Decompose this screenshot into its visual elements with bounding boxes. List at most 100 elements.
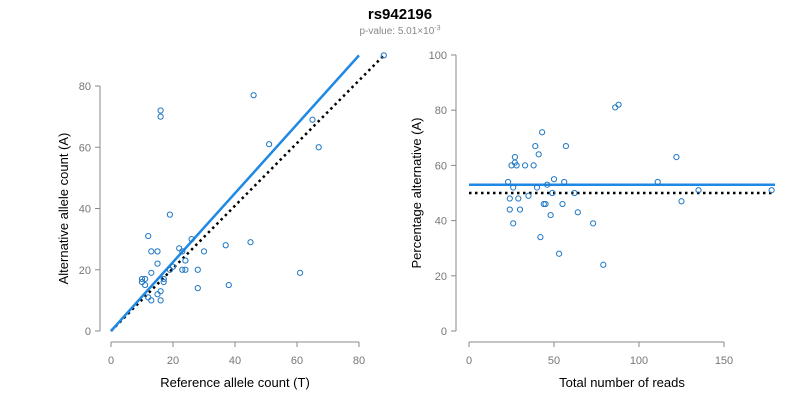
data-point — [166, 211, 173, 218]
x-axis-label: Total number of reads — [559, 375, 685, 390]
data-point — [247, 239, 254, 246]
data-point — [142, 281, 149, 289]
p-value-exponent: -3 — [434, 25, 440, 32]
data-point — [160, 278, 167, 286]
data-point — [154, 291, 161, 298]
data-point — [176, 245, 183, 252]
data-point — [561, 178, 568, 186]
data-point — [562, 142, 570, 150]
data-point — [510, 184, 517, 191]
data-point — [182, 257, 189, 264]
data-point — [695, 187, 702, 194]
data-point — [612, 104, 619, 111]
data-point — [148, 269, 155, 276]
data-point — [309, 116, 316, 123]
data-point — [297, 269, 304, 276]
data-point — [154, 260, 161, 267]
data-point — [540, 200, 547, 208]
reference-line — [110, 54, 385, 332]
figure-title: rs942196 — [368, 6, 432, 23]
right-scatter-panel: 0 50 100 150 0 20 40 60 80 100 Total number of rea… — [409, 50, 775, 390]
data-point — [559, 200, 566, 208]
y-tick-label: 60 — [79, 142, 91, 154]
data-point — [515, 195, 522, 202]
data-point — [654, 178, 661, 186]
data-point — [574, 209, 581, 216]
data-point — [547, 211, 554, 219]
data-point — [506, 206, 513, 213]
data-point — [768, 187, 775, 194]
data-point — [505, 178, 512, 186]
data-point — [250, 92, 257, 99]
data-point — [188, 236, 195, 243]
data-point — [673, 154, 680, 161]
data-point — [157, 288, 164, 295]
y-axis-label: Percentage alternative (A) — [409, 117, 424, 268]
data-point — [549, 189, 556, 197]
data-point — [600, 261, 607, 268]
data-point — [145, 294, 152, 301]
left-scatter-panel: 0 20 40 60 80 0 20 40 60 80 Reference allele count… — [56, 52, 387, 390]
data-point — [160, 275, 167, 283]
y-tick-label: 100 — [429, 50, 447, 62]
x-tick-label: 100 — [630, 355, 648, 367]
data-point — [222, 242, 229, 249]
data-point — [148, 248, 155, 255]
data-point — [556, 250, 563, 257]
x-axis-label: Reference allele count (T) — [160, 375, 310, 390]
data-point — [380, 52, 387, 59]
x-tick-label: 80 — [353, 355, 365, 367]
data-point — [539, 129, 546, 136]
y-tick-label: 20 — [79, 265, 91, 277]
y-tick-label: 0 — [441, 326, 447, 338]
x-tick-label: 60 — [291, 355, 303, 367]
x-tick-label: 20 — [167, 355, 179, 367]
fit-line — [110, 54, 360, 332]
x-tick-label: 0 — [466, 355, 472, 367]
data-point — [166, 266, 173, 273]
data-point — [138, 278, 146, 286]
data-point — [194, 285, 201, 292]
data-point — [194, 266, 201, 273]
data-point — [179, 266, 186, 273]
p-value-text: p-value: 5.01×10 — [359, 26, 434, 37]
data-point — [142, 275, 149, 283]
y-tick-label: 20 — [435, 271, 447, 283]
data-point — [225, 281, 232, 289]
y-tick-label: 80 — [79, 81, 91, 93]
data-point — [590, 220, 597, 227]
data-point — [522, 162, 529, 169]
y-tick-label: 60 — [435, 160, 447, 172]
data-point — [506, 195, 513, 202]
data-point — [571, 189, 578, 197]
data-point — [535, 151, 542, 158]
data-point — [138, 275, 146, 283]
data-point — [544, 181, 551, 188]
data-point — [179, 248, 186, 255]
y-tick-label: 0 — [85, 326, 91, 338]
data-point — [615, 101, 622, 108]
y-tick-label: 80 — [435, 105, 447, 117]
x-tick-label: 150 — [715, 355, 733, 367]
y-axis-label: Alternative allele count (A) — [56, 133, 71, 285]
data-point — [532, 142, 539, 150]
data-point — [266, 141, 273, 148]
data-point — [315, 144, 322, 151]
data-point — [182, 266, 189, 273]
data-point — [508, 162, 515, 169]
data-point — [516, 206, 524, 213]
data-point — [157, 107, 164, 114]
data-point — [678, 198, 685, 205]
data-point — [513, 162, 520, 169]
x-tick-label: 50 — [548, 355, 560, 367]
data-point — [148, 297, 155, 304]
y-tick-label: 40 — [435, 216, 447, 228]
data-point — [169, 263, 177, 270]
data-point — [525, 192, 532, 199]
y-tick-label: 40 — [79, 204, 91, 216]
x-tick-label: 0 — [108, 355, 114, 367]
data-point — [200, 248, 208, 255]
data-point — [530, 162, 537, 169]
